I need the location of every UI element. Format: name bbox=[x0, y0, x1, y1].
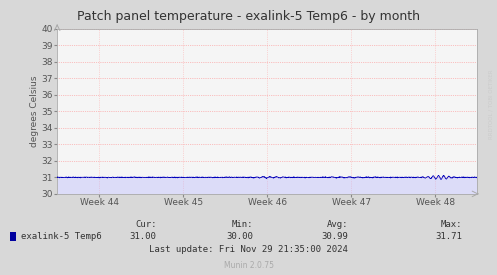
Text: Cur:: Cur: bbox=[135, 220, 157, 229]
Text: 30.00: 30.00 bbox=[227, 232, 253, 241]
Text: Munin 2.0.75: Munin 2.0.75 bbox=[224, 261, 273, 270]
Text: 31.71: 31.71 bbox=[435, 232, 462, 241]
Text: Avg:: Avg: bbox=[327, 220, 348, 229]
Text: exalink-5 Temp6: exalink-5 Temp6 bbox=[21, 232, 101, 241]
Text: 31.00: 31.00 bbox=[130, 232, 157, 241]
Text: Last update: Fri Nov 29 21:35:00 2024: Last update: Fri Nov 29 21:35:00 2024 bbox=[149, 245, 348, 254]
Text: Max:: Max: bbox=[441, 220, 462, 229]
Text: 30.99: 30.99 bbox=[321, 232, 348, 241]
Text: Min:: Min: bbox=[232, 220, 253, 229]
Text: RRDTOOL / TOBI OETIKER: RRDTOOL / TOBI OETIKER bbox=[489, 70, 494, 139]
Text: Patch panel temperature - exalink-5 Temp6 - by month: Patch panel temperature - exalink-5 Temp… bbox=[77, 10, 420, 23]
Y-axis label: degrees Celsius: degrees Celsius bbox=[30, 76, 39, 147]
